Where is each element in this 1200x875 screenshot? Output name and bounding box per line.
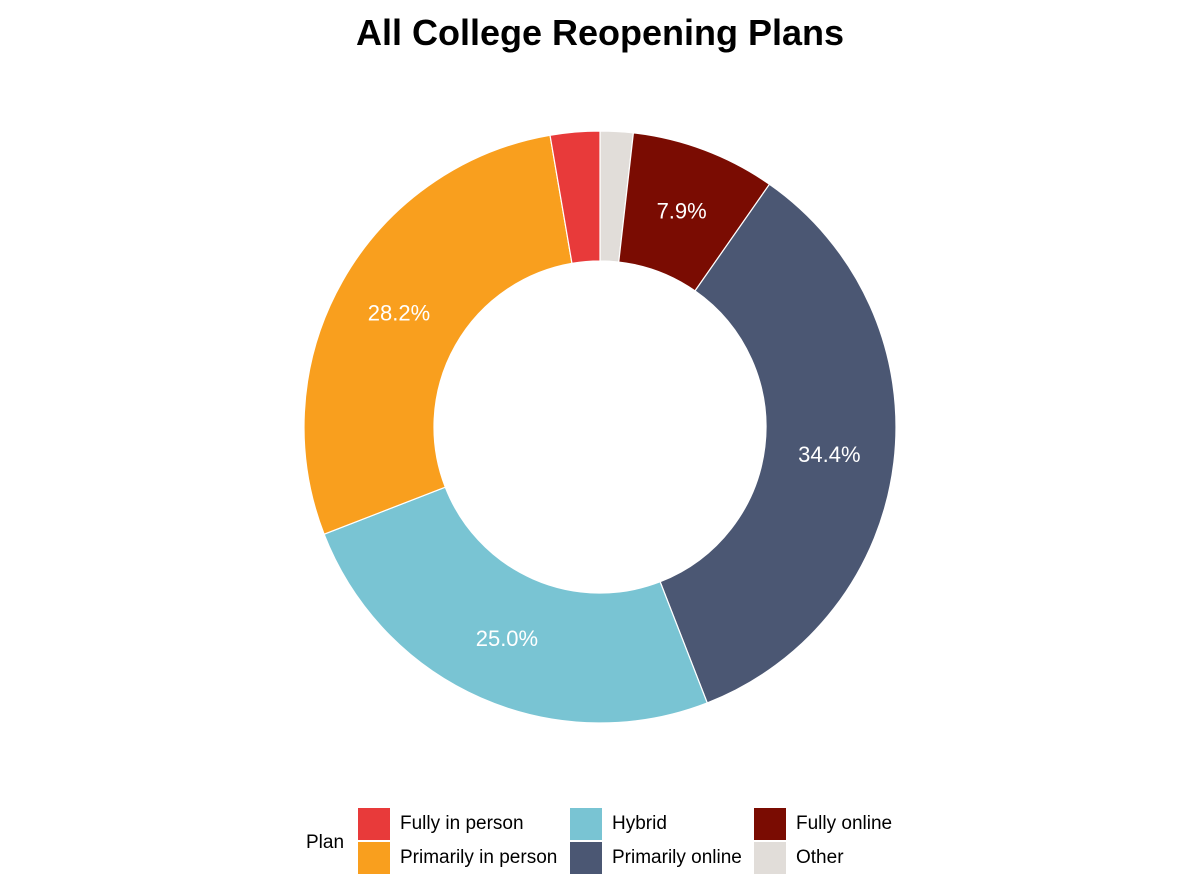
legend-title: Plan: [306, 832, 345, 853]
legend-label: Primarily in person: [400, 847, 558, 868]
legend-swatch: [570, 842, 602, 874]
legend-label: Fully in person: [400, 813, 524, 834]
legend-label: Primarily online: [612, 847, 742, 868]
slice-hybrid: [323, 486, 709, 724]
legend-swatch: [570, 808, 602, 840]
legend-swatch: [754, 808, 786, 840]
legend-label: Fully online: [796, 813, 893, 834]
slice-primarily-in-person: [303, 134, 573, 536]
slice-label-fully-online: 7.9%: [657, 198, 707, 223]
legend-label: Hybrid: [612, 813, 667, 834]
legend-label: Other: [796, 847, 844, 868]
legend-item-hybrid: Hybrid: [570, 808, 667, 840]
slice-primarily-online: [659, 183, 897, 704]
legend-swatch: [754, 842, 786, 874]
legend-item-primarily-online: Primarily online: [570, 842, 742, 874]
donut-slices: [303, 130, 897, 724]
legend-swatch: [358, 808, 390, 840]
chart-title: All College Reopening Plans: [355, 12, 845, 53]
legend-item-primarily-in-person: Primarily in person: [358, 842, 557, 874]
donut-slice-labels: 7.9% 34.4% 25.0% 28.2%: [368, 198, 861, 651]
legend-swatch: [358, 842, 390, 874]
legend-item-other: Other: [754, 842, 844, 874]
slice-label-primarily-online: 34.4%: [798, 442, 860, 467]
legend-item-fully-online: Fully online: [754, 808, 892, 840]
legend-item-fully-in-person: Fully in person: [358, 808, 524, 840]
slice-label-hybrid: 25.0%: [476, 626, 538, 651]
legend: Plan Fully in person Primarily in person…: [306, 806, 926, 874]
slice-fully-in-person: [549, 130, 601, 265]
slice-label-primarily-in-person: 28.2%: [368, 301, 430, 326]
